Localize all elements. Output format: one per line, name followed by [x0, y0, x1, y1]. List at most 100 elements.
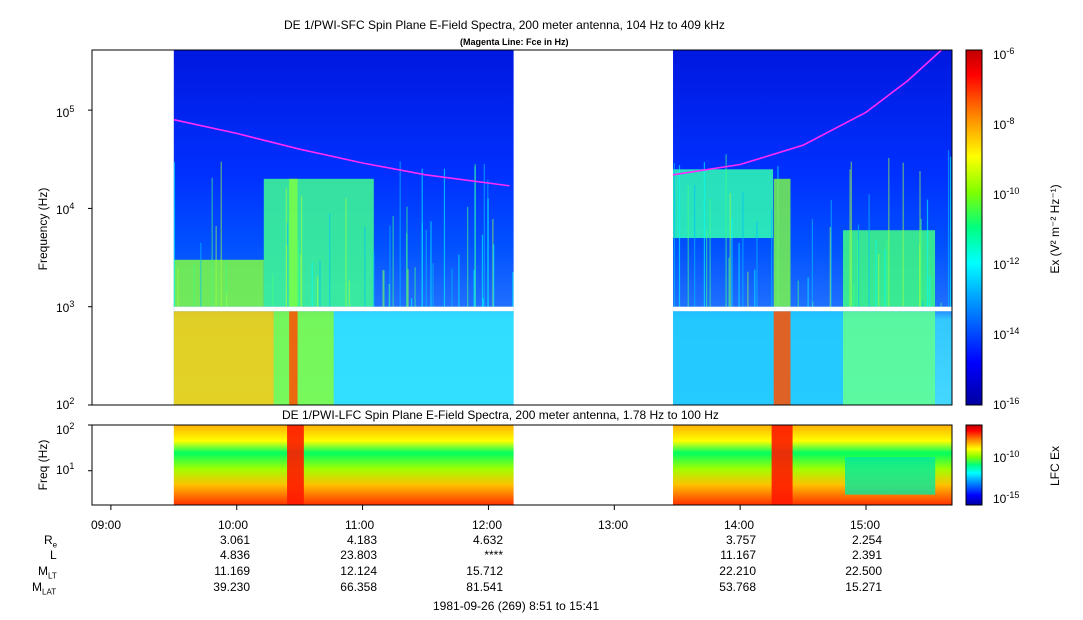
xtick-1300: 13:00: [598, 518, 629, 532]
emission-streak: [742, 192, 744, 307]
emission-streak: [225, 259, 227, 307]
emission-streak: [407, 269, 409, 307]
emission-streak: [797, 280, 799, 307]
xtick-0900: 09:00: [91, 518, 122, 532]
cbar-tick-1e-8: 10-8: [993, 116, 1015, 132]
lfc-ytick-10: 101: [56, 461, 75, 477]
lfc-ytick-100: 102: [56, 421, 75, 437]
emission-streak: [473, 269, 475, 307]
emission-streak: [888, 157, 890, 307]
emission-streak: [947, 150, 950, 307]
lfc-colorbar: [965, 424, 983, 506]
emission-streak: [211, 177, 213, 307]
emission-patch: [173, 259, 264, 307]
orbit-l-1200: ****: [484, 548, 503, 562]
lfc-burst: [771, 425, 793, 505]
cbar-tick-1e-16: 10-16: [993, 396, 1020, 412]
lfc-burst: [287, 425, 304, 505]
lfc-spectrogram: [173, 425, 952, 505]
emission-streak: [286, 223, 289, 307]
emission-streak: [940, 302, 942, 307]
orbit-label-mlat: MLAT: [32, 580, 57, 597]
emission-streak: [300, 195, 303, 307]
emission-streak: [364, 226, 366, 307]
xtick-1000: 10:00: [218, 518, 249, 532]
emission-streak: [673, 163, 676, 307]
fce-line: [173, 118, 510, 187]
emission-streak: [868, 194, 870, 307]
orbit-mlat-1500: 15.271: [845, 580, 882, 594]
cbar-tick-1e-10: 10-10: [993, 186, 1020, 202]
emission-streak: [830, 199, 832, 307]
orbit-re-1200: 4.632: [472, 533, 503, 547]
emission-streak: [884, 249, 886, 307]
emission-streak: [173, 161, 176, 307]
emission-streak: [493, 244, 495, 307]
lfc-cbar-tick-1e-15: 10-15: [993, 490, 1020, 506]
intense-burst: [773, 178, 791, 307]
xtick-1400: 14:00: [724, 518, 755, 532]
emission-streak: [771, 208, 773, 307]
lfc-quiet-region: [845, 456, 936, 495]
emission-streak: [373, 251, 375, 307]
cbar-tick-1e-12: 10-12: [993, 256, 1020, 272]
emission-streak: [829, 227, 831, 307]
sfc-ytick-100000: 105: [56, 104, 75, 120]
emission-streak: [414, 267, 416, 307]
time-range-caption: 1981-09-26 (269) 8:51 to 15:41: [433, 599, 600, 613]
emission-streak: [311, 262, 313, 307]
orbit-re-1400: 3.757: [725, 533, 756, 547]
emission-streak: [850, 161, 852, 307]
sfc-ytick-10000: 104: [56, 201, 75, 217]
emission-streak: [709, 198, 711, 307]
emission-streak: [399, 161, 401, 307]
orbit-label-l: L: [50, 548, 57, 562]
orbit-re-1000: 3.061: [219, 533, 250, 547]
emission-streak: [225, 294, 228, 307]
orbit-label-re: Re: [44, 533, 58, 550]
emission-streak: [922, 300, 924, 307]
lfc-data-block: [173, 425, 514, 505]
emission-patch: [843, 311, 936, 405]
emission-streak: [725, 154, 727, 307]
emission-streak: [458, 254, 460, 307]
emission-streak: [467, 206, 469, 307]
emission-streak: [919, 171, 921, 307]
emission-streak: [432, 263, 434, 307]
emission-streak: [474, 163, 476, 307]
emission-patch: [173, 311, 274, 405]
emission-streak: [949, 156, 952, 307]
emission-streak: [481, 234, 484, 307]
emission-streak: [920, 218, 922, 307]
emission-streak: [754, 269, 756, 307]
emission-streak: [317, 276, 319, 307]
emission-streak: [886, 240, 888, 307]
emission-streak: [687, 185, 689, 307]
emission-streak: [926, 199, 929, 307]
emission-streak: [300, 253, 302, 307]
emission-streak: [286, 245, 288, 307]
emission-streak: [929, 275, 931, 307]
intense-burst: [289, 178, 298, 307]
emission-streak: [492, 219, 494, 307]
emission-streak: [392, 215, 394, 307]
emission-patch: [273, 311, 334, 405]
emission-streak: [345, 198, 347, 307]
emission-streak: [383, 270, 385, 307]
emission-streak: [902, 162, 904, 307]
emission-streak: [177, 267, 179, 307]
orbit-mlat-1100: 66.358: [340, 580, 377, 594]
emission-streak: [731, 217, 733, 307]
intense-burst: [289, 311, 298, 405]
emission-streak: [388, 284, 390, 307]
emission-streak: [220, 161, 222, 307]
emission-streak: [807, 277, 809, 307]
emission-streak: [512, 272, 514, 307]
emission-streak: [706, 229, 708, 307]
emission-streak: [857, 239, 859, 307]
emission-streak: [853, 285, 855, 307]
plot-frame: [91, 424, 953, 506]
emission-streak: [421, 168, 423, 307]
emission-streak: [703, 162, 705, 307]
